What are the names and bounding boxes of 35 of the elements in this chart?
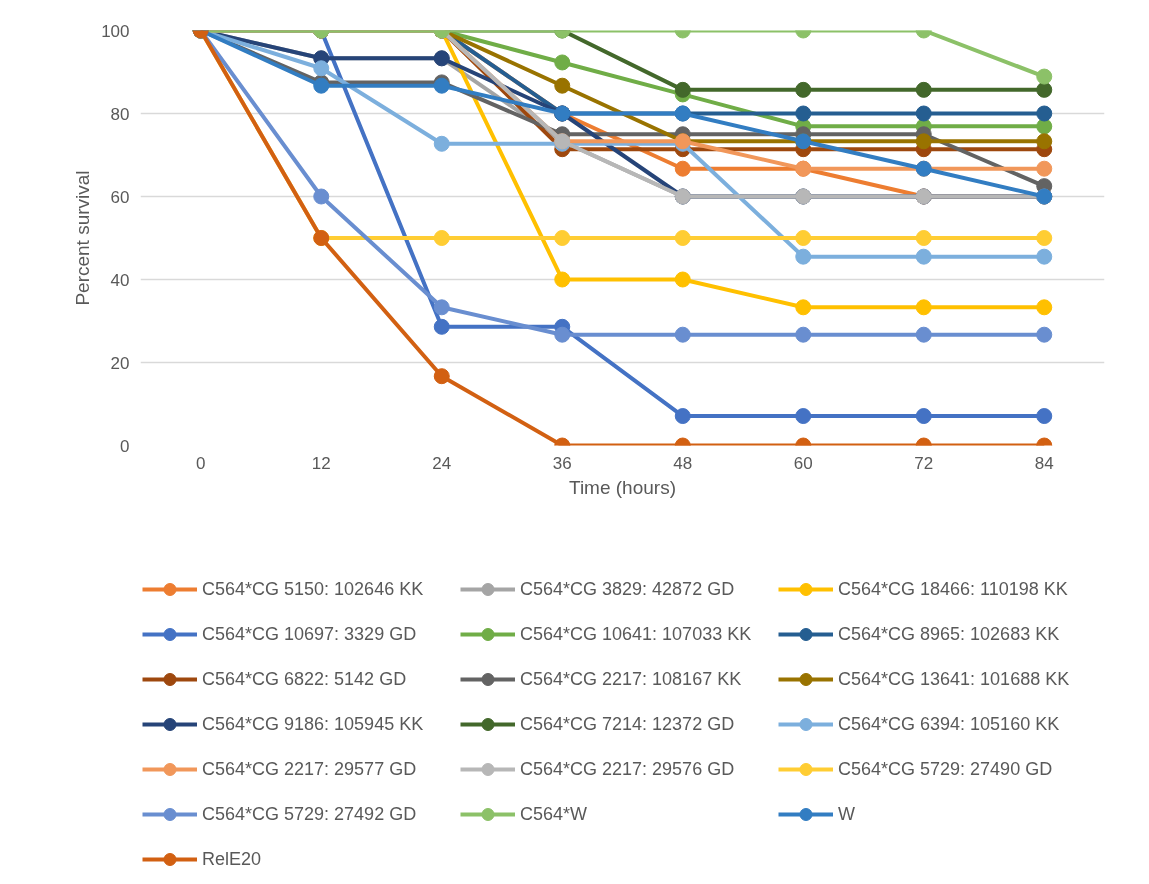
x-tick-label: 12 [311,453,331,473]
legend-label: C564*W [520,802,589,826]
x-tick-label: 84 [1034,453,1054,473]
legend-label: C564*CG 2217: 29576 GD [520,757,736,781]
legend-label: C564*CG 3829: 42872 GD [520,577,736,601]
x-tick-label: 36 [552,453,572,473]
legend-label: W [838,802,856,826]
y-tick-label: 40 [110,270,130,290]
y-axis-title: Percent survival [72,170,94,306]
y-tick-label: 20 [110,353,130,373]
y-tick-label: 60 [110,187,130,207]
legend-label: C564*CG 10641: 107033 KK [520,622,753,646]
legend-label: C564*CG 5150: 102646 KK [202,577,425,601]
legend-label: C564*CG 7214: 12372 GD [520,712,736,736]
legend-label: C564*CG 5729: 27492 GD [202,802,418,826]
y-tick-label: 0 [120,436,130,456]
legend-label: C564*CG 2217: 29577 GD [202,757,418,781]
legend-label: C564*CG 10697: 3329 GD [202,622,418,646]
legend-label: C564*CG 8965: 102683 KK [838,622,1061,646]
x-axis-title: Time (hours) [569,476,676,498]
x-tick-label: 48 [673,453,693,473]
legend-label: C564*CG 6394: 105160 KK [838,712,1061,736]
x-tick-label: 0 [196,453,206,473]
y-tick-label: 80 [110,104,130,124]
legend-label: RelE20 [202,847,263,871]
legend-label: C564*CG 2217: 108167 KK [520,667,743,691]
x-tick-label: 60 [793,453,813,473]
x-tick-label: 72 [914,453,934,473]
y-tick-label: 100 [101,21,130,41]
legend-label: C564*CG 18466: 110198 KK [838,577,1069,601]
legend-label: C564*CG 6822: 5142 GD [202,667,408,691]
x-tick-label: 24 [432,453,452,473]
legend-label: C564*CG 9186: 105945 KK [202,712,425,736]
legend-label: C564*CG 13641: 101688 KK [838,667,1071,691]
legend-label: C564*CG 5729: 27490 GD [838,757,1054,781]
